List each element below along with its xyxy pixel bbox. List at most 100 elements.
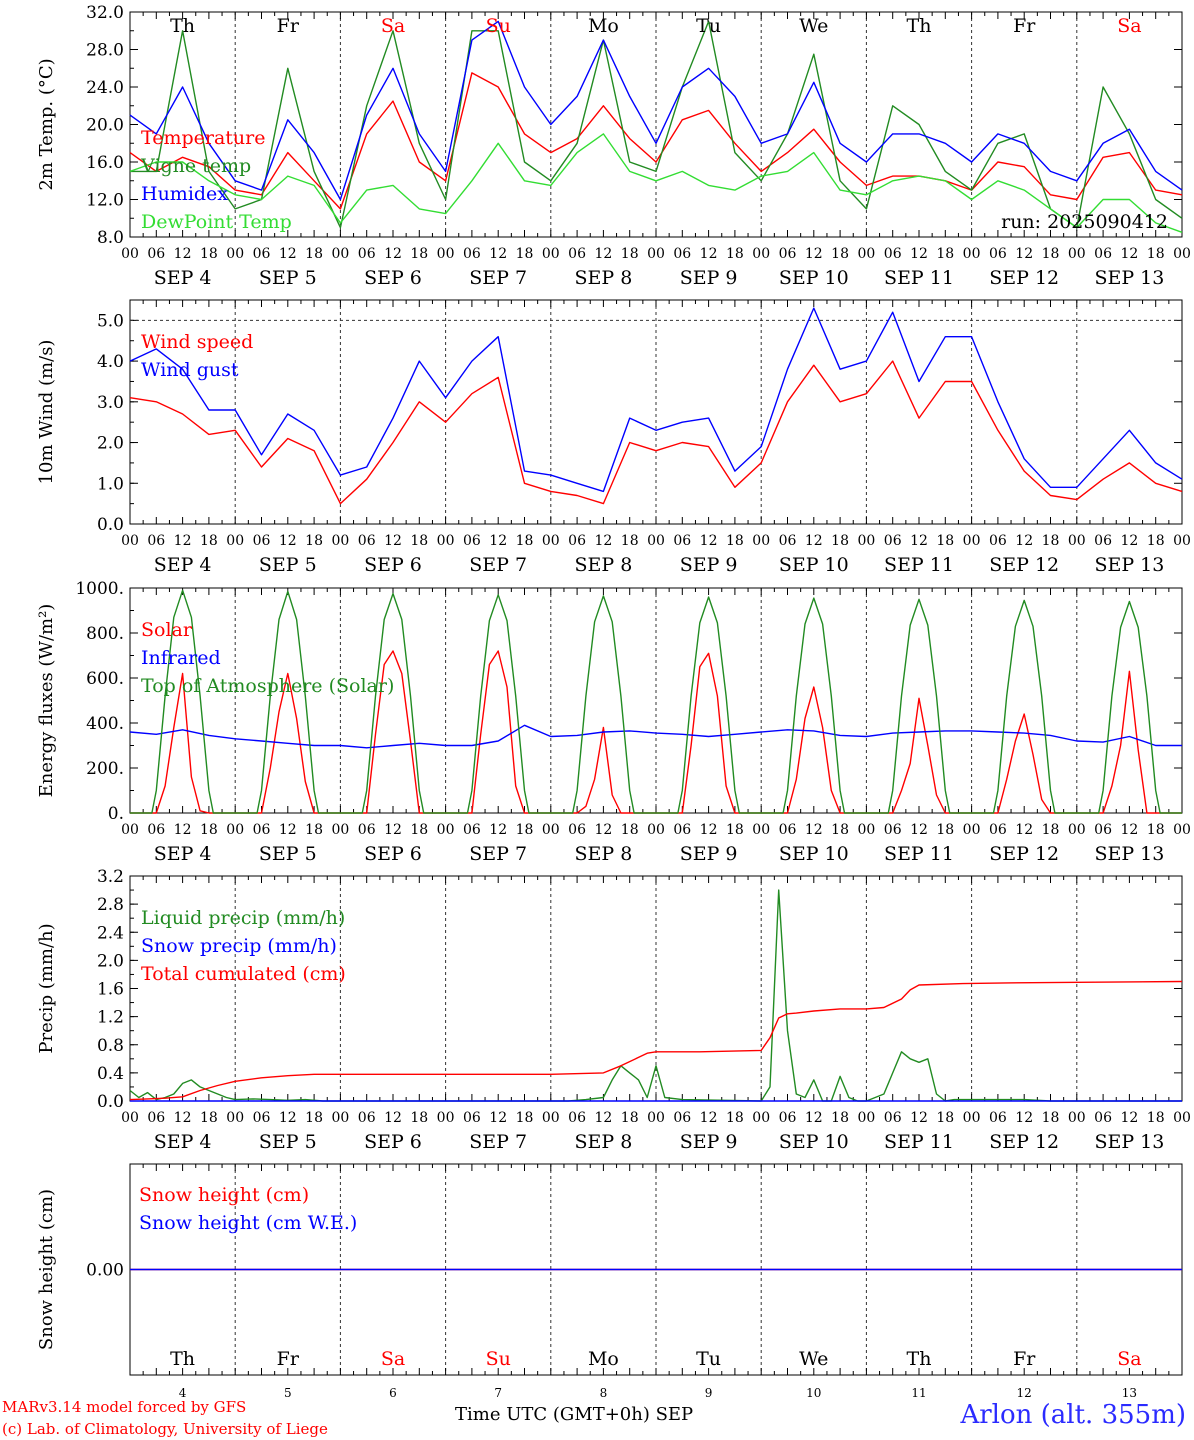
y-tick-label: 1.6 [97, 980, 124, 1000]
x-hour-label: 06 [779, 246, 797, 262]
x-hour-label: 12 [384, 822, 402, 838]
x-hour-label: 12 [1120, 822, 1138, 838]
x-hour-label: 00 [226, 533, 244, 549]
x-hour-label: 18 [200, 822, 218, 838]
x-hour-label: 12 [700, 1110, 718, 1126]
x-hour-label: 00 [437, 1110, 455, 1126]
x-hour-label: 06 [779, 822, 797, 838]
x-hour-label: 00 [752, 822, 770, 838]
x-hour-label: 18 [200, 1110, 218, 1126]
day-of-week-label: Mo [588, 15, 619, 37]
x-hour-label: 00 [121, 246, 139, 262]
x-hour-label: 06 [673, 533, 691, 549]
legend-entry: Top of Atmosphere (Solar) [141, 675, 394, 697]
x-hour-label: 12 [489, 822, 507, 838]
x-hour-label: 06 [568, 533, 586, 549]
x-hour-label: 00 [963, 533, 981, 549]
x-hour-label: 12 [279, 822, 297, 838]
x-hour-label: 06 [358, 533, 376, 549]
y-tick-label: 0. [108, 804, 124, 824]
day-number-label: 10 [806, 1386, 821, 1400]
x-hour-label: 00 [857, 533, 875, 549]
x-hour-label: 06 [568, 822, 586, 838]
series-line-total-cumulated-cm- [129, 980, 1183, 1101]
y-tick-label: 1.2 [97, 1008, 124, 1028]
y-tick-label: 600. [86, 669, 124, 689]
x-hour-label: 12 [910, 1110, 928, 1126]
x-hour-label: 00 [752, 533, 770, 549]
x-hour-label: 00 [647, 822, 665, 838]
y-tick-label: 400. [86, 714, 124, 734]
x-date-label: SEP 7 [469, 1131, 527, 1153]
x-hour-label: 00 [1068, 533, 1086, 549]
x-hour-label: 18 [831, 246, 849, 262]
x-hour-label: 12 [489, 533, 507, 549]
x-hour-label: 18 [410, 533, 428, 549]
x-date-label: SEP 8 [574, 554, 632, 576]
x-hour-label: 18 [831, 822, 849, 838]
x-hour-label: 18 [516, 1110, 534, 1126]
x-hour-label: 06 [989, 533, 1007, 549]
x-date-label: SEP 8 [574, 267, 632, 289]
x-hour-label: 18 [1147, 822, 1165, 838]
y-tick-label: 2.0 [97, 951, 124, 971]
x-hour-label: 18 [1147, 246, 1165, 262]
x-date-label: SEP 13 [1094, 267, 1164, 289]
y-tick-label: 3.2 [97, 867, 124, 887]
y-tick-label: 200. [86, 759, 124, 779]
x-hour-label: 00 [963, 822, 981, 838]
x-hour-label: 06 [989, 246, 1007, 262]
x-hour-label: 06 [147, 1110, 165, 1126]
x-hour-label: 12 [279, 533, 297, 549]
y-tick-label: 20.0 [86, 116, 124, 136]
x-date-label: SEP 11 [884, 843, 954, 865]
x-hour-label: 06 [463, 533, 481, 549]
x-date-label: SEP 13 [1094, 843, 1164, 865]
x-hour-label: 18 [1042, 533, 1060, 549]
x-date-label: SEP 5 [259, 843, 317, 865]
x-hour-label: 06 [147, 246, 165, 262]
x-date-label: SEP 11 [884, 1131, 954, 1153]
footer-lab-label: (c) Lab. of Climatology, University of L… [2, 1420, 328, 1438]
series-line-humidex [129, 20, 1183, 201]
x-hour-label-end: 00 [1173, 246, 1191, 262]
x-hour-label: 00 [226, 822, 244, 838]
x-hour-label: 00 [857, 246, 875, 262]
x-hour-label: 18 [1042, 246, 1060, 262]
x-date-label: SEP 5 [259, 1131, 317, 1153]
x-hour-label: 12 [700, 246, 718, 262]
series-line-wind-gust [129, 307, 1183, 493]
legend-entry: Vigne temp [140, 155, 251, 177]
legend-entry: Total cumulated (cm) [141, 963, 346, 985]
day-of-week-label: Tu [696, 1348, 721, 1370]
x-date-label: SEP 13 [1094, 554, 1164, 576]
legend-entry: Liquid precip (mm/h) [141, 907, 345, 929]
day-of-week-label: Fr [277, 15, 300, 37]
footer-station-label: Arlon (alt. 355m) [960, 1400, 1186, 1430]
x-date-label: SEP 12 [989, 267, 1059, 289]
x-hour-label: 00 [752, 1110, 770, 1126]
x-hour-label: 18 [936, 246, 954, 262]
x-date-label: SEP 9 [680, 267, 738, 289]
x-date-label: SEP 6 [364, 843, 422, 865]
series-line-vigne-temp [130, 20, 1183, 229]
legend-entry: Snow height (cm W.E.) [139, 1212, 357, 1234]
y-axis-label: Snow height (cm) [36, 1189, 57, 1350]
x-hour-label: 18 [516, 246, 534, 262]
x-date-label: SEP 8 [574, 843, 632, 865]
day-of-week-label: Tu [696, 15, 721, 37]
y-axis-label: 10m Wind (m/s) [36, 340, 57, 485]
x-hour-label: 18 [1042, 822, 1060, 838]
x-date-label: SEP 11 [884, 554, 954, 576]
x-hour-label: 00 [542, 822, 560, 838]
x-hour-label: 00 [226, 246, 244, 262]
day-of-week-label: Sa [1117, 1348, 1141, 1370]
footer-time-axis-label: Time UTC (GMT+0h) SEP [455, 1404, 694, 1425]
x-date-label: SEP 9 [680, 1131, 738, 1153]
x-hour-label: 12 [1015, 246, 1033, 262]
x-hour-label: 06 [147, 533, 165, 549]
x-hour-label: 00 [1068, 822, 1086, 838]
x-hour-label: 06 [989, 822, 1007, 838]
x-hour-label: 12 [489, 1110, 507, 1126]
x-hour-label: 06 [253, 1110, 271, 1126]
